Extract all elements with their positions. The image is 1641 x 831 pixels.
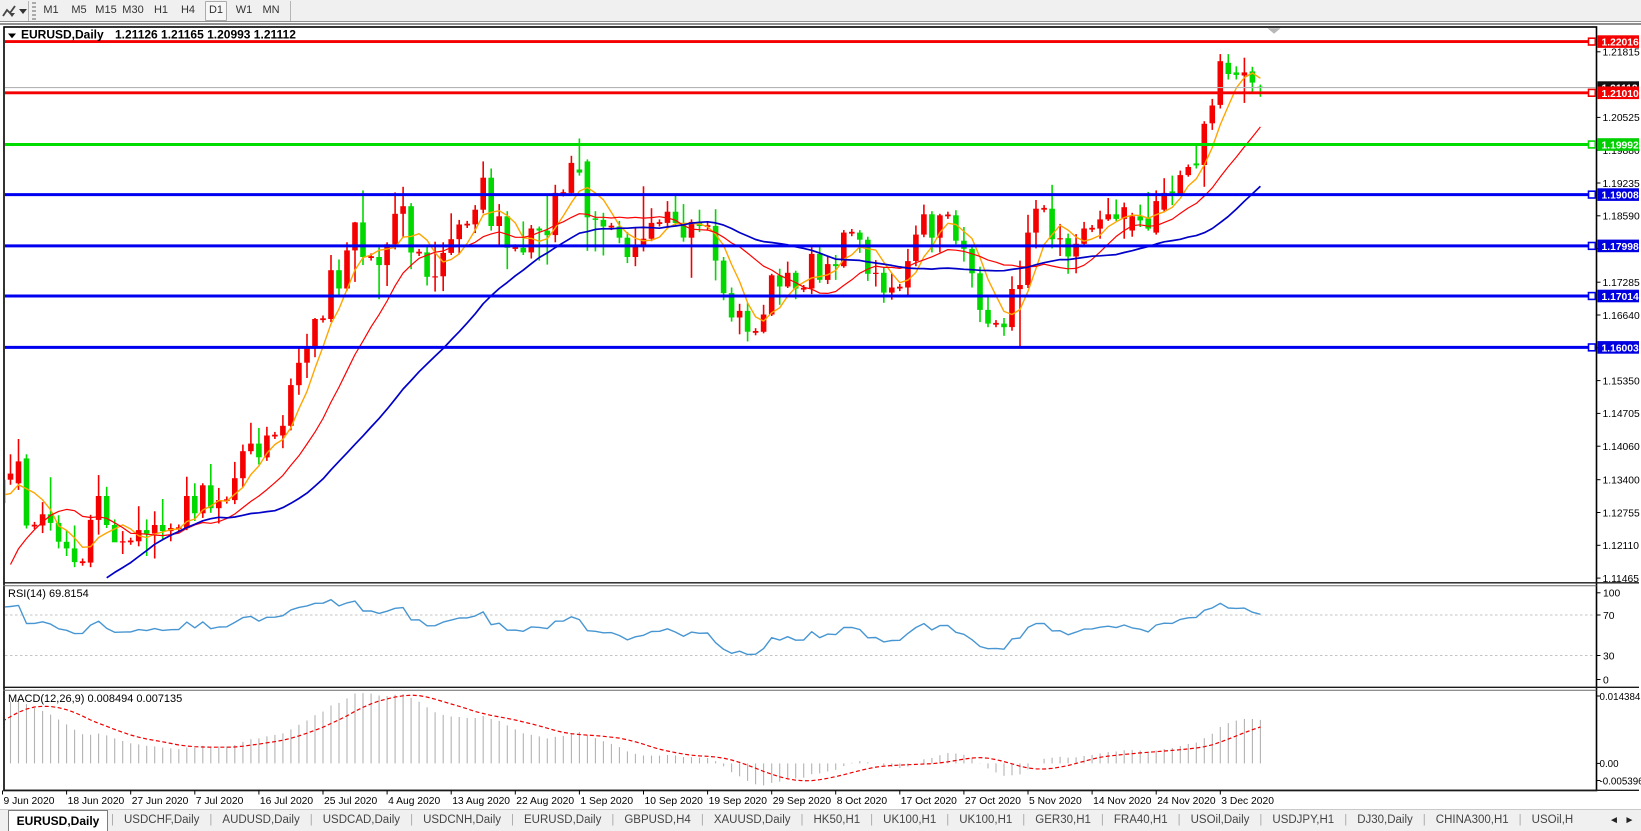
svg-text:0.014384: 0.014384 [1600,692,1641,703]
svg-text:RSI(14) 69.8154: RSI(14) 69.8154 [8,588,89,600]
svg-text:1.19235: 1.19235 [1603,179,1640,190]
svg-text:1.22016: 1.22016 [1602,38,1639,49]
svg-text:22 Aug 2020: 22 Aug 2020 [516,796,574,807]
svg-text:27 Oct 2020: 27 Oct 2020 [965,796,1021,807]
svg-text:1.19880: 1.19880 [1603,146,1640,157]
svg-text:1.21126 1.21165 1.20993 1.2111: 1.21126 1.21165 1.20993 1.21112 [115,28,296,42]
svg-text:19 Sep 2020: 19 Sep 2020 [709,796,768,807]
svg-text:1.19992: 1.19992 [1602,141,1639,152]
svg-text:24 Nov 2020: 24 Nov 2020 [1157,796,1216,807]
svg-text:0: 0 [1603,675,1609,686]
svg-text:16 Jul 2020: 16 Jul 2020 [260,796,314,807]
svg-text:0.00: 0.00 [1600,759,1620,770]
svg-text:100: 100 [1603,589,1620,600]
svg-text:18 Jun 2020: 18 Jun 2020 [68,796,125,807]
svg-text:EURUSD,Daily: EURUSD,Daily [21,28,104,42]
svg-text:14 Nov 2020: 14 Nov 2020 [1093,796,1152,807]
svg-text:9 Jun 2020: 9 Jun 2020 [4,796,55,807]
svg-text:4 Aug 2020: 4 Aug 2020 [388,796,440,807]
svg-text:-0.005396: -0.005396 [1600,776,1641,787]
svg-text:1.12110: 1.12110 [1603,541,1640,552]
svg-text:1.14060: 1.14060 [1603,442,1640,453]
svg-text:1.13400: 1.13400 [1603,476,1640,487]
svg-text:1 Sep 2020: 1 Sep 2020 [580,796,633,807]
svg-text:1.21815: 1.21815 [1603,48,1640,59]
svg-text:1.17998: 1.17998 [1602,242,1639,253]
svg-text:10 Sep 2020: 10 Sep 2020 [645,796,704,807]
svg-text:1.17285: 1.17285 [1603,278,1640,289]
svg-text:7 Jul 2020: 7 Jul 2020 [196,796,244,807]
svg-text:MACD(12,26,9) 0.008494 0.00713: MACD(12,26,9) 0.008494 0.007135 [8,693,182,705]
svg-text:1.20525: 1.20525 [1603,113,1640,124]
svg-text:30: 30 [1603,651,1615,662]
svg-text:17 Oct 2020: 17 Oct 2020 [901,796,957,807]
svg-text:70: 70 [1603,611,1615,622]
svg-text:8 Oct 2020: 8 Oct 2020 [837,796,888,807]
svg-text:3 Dec 2020: 3 Dec 2020 [1221,796,1274,807]
svg-text:1.19008: 1.19008 [1602,191,1639,202]
svg-text:1.12755: 1.12755 [1603,508,1640,519]
svg-text:1.18590: 1.18590 [1603,212,1640,223]
svg-text:29 Sep 2020: 29 Sep 2020 [773,796,832,807]
svg-text:1.16640: 1.16640 [1603,311,1640,322]
svg-text:1.15350: 1.15350 [1603,376,1640,387]
svg-text:1.17014: 1.17014 [1602,292,1639,303]
svg-text:5 Nov 2020: 5 Nov 2020 [1029,796,1082,807]
svg-text:1.14705: 1.14705 [1603,409,1640,420]
svg-text:1.11465: 1.11465 [1603,574,1640,585]
svg-text:13 Aug 2020: 13 Aug 2020 [452,796,510,807]
svg-text:27 Jun 2020: 27 Jun 2020 [132,796,189,807]
svg-text:25 Jul 2020: 25 Jul 2020 [324,796,378,807]
svg-text:1.21010: 1.21010 [1602,89,1639,100]
svg-text:1.16003: 1.16003 [1602,343,1639,354]
